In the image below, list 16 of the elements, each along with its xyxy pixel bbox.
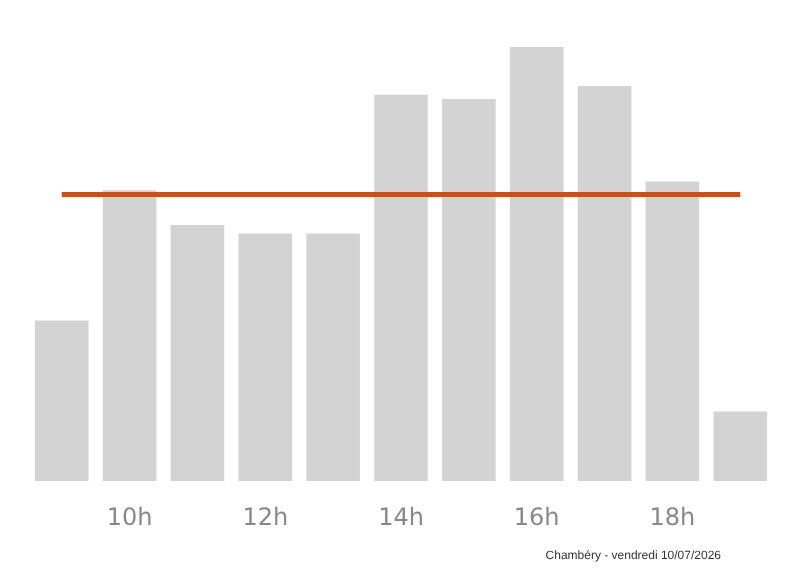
x-tick-label: 14h [378,503,424,531]
bar [170,224,225,481]
x-tick-label: 16h [513,503,560,531]
bar [442,99,496,481]
bar [645,181,700,481]
x-tick-label: 12h [242,503,289,531]
bar [34,320,89,481]
bar [238,233,293,481]
bar [306,233,360,481]
x-tick-label: 18h [649,503,696,531]
x-tick-label: 10h [106,503,153,531]
bar [713,411,768,481]
bar [102,190,157,481]
bar [374,94,428,481]
bar [577,86,632,481]
bar [509,47,564,481]
